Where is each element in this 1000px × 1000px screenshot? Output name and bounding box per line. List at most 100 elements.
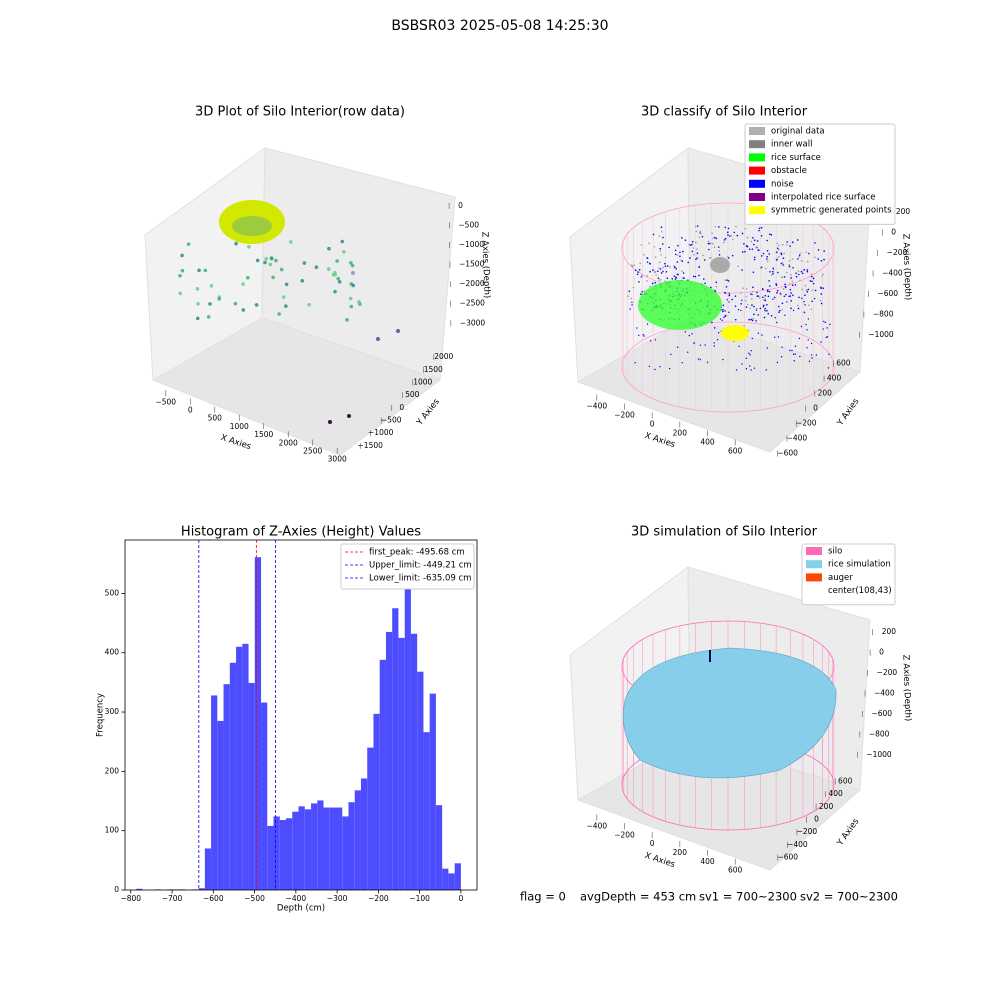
z-tick-label: −400	[882, 268, 903, 277]
decor-point	[206, 315, 211, 319]
decor-point	[822, 287, 825, 289]
decor-point	[810, 273, 813, 275]
decor-point	[233, 301, 238, 306]
decor-point	[803, 300, 805, 303]
y-tick-label: 400	[828, 789, 843, 798]
decor-point	[693, 342, 695, 344]
z-axis-label: Z Axies (Depth)	[900, 655, 912, 722]
decor-point	[784, 314, 786, 316]
decor-point	[241, 282, 245, 286]
decor-point	[677, 244, 679, 247]
decor-point	[234, 241, 238, 246]
decor-point	[741, 299, 743, 302]
decor-point	[756, 240, 759, 242]
decor-point	[662, 270, 664, 273]
bar	[292, 811, 299, 890]
decor-point	[751, 298, 753, 300]
decor-point	[376, 337, 380, 341]
decor-point	[793, 360, 795, 362]
decor-point	[776, 242, 779, 245]
decor-point	[749, 307, 751, 309]
decor-point	[792, 353, 795, 356]
decor-point	[271, 275, 275, 280]
decor-point	[696, 252, 699, 255]
legend-label: Lower_limit: -635.09 cm	[369, 574, 471, 584]
decor-point	[805, 289, 808, 291]
decor-point	[689, 257, 691, 259]
decor-point	[728, 293, 731, 295]
decor-point	[762, 288, 764, 291]
legend-label: Upper_limit: -449.21 cm	[369, 561, 472, 571]
decor-point	[638, 269, 641, 271]
decor-point	[681, 237, 683, 239]
decor-point	[658, 279, 661, 281]
decor-point	[741, 269, 743, 271]
decor-point	[649, 270, 651, 273]
decor-point	[795, 272, 797, 275]
decor-point	[659, 366, 661, 368]
decor-point	[710, 256, 712, 259]
decor-point	[751, 319, 754, 322]
decor-point	[780, 293, 782, 296]
decor-point	[326, 267, 331, 271]
decor-point	[812, 282, 815, 285]
decor-point	[814, 289, 817, 292]
x-tick-label: 200	[673, 429, 688, 438]
decor-point	[817, 258, 820, 260]
decor-point	[801, 272, 804, 275]
decor-point	[803, 311, 806, 314]
decor-point	[217, 297, 221, 301]
decor-point	[776, 292, 778, 294]
bar	[311, 803, 318, 890]
bar	[223, 684, 230, 890]
decor-point	[726, 231, 729, 234]
decor-point	[208, 302, 212, 306]
decor-point	[636, 273, 639, 276]
decor-point	[658, 267, 660, 270]
decor-point	[753, 313, 755, 316]
decor-point	[713, 246, 716, 248]
decor-point	[785, 293, 787, 296]
bar	[317, 800, 324, 890]
decor-point	[780, 356, 783, 358]
y-axis-label: Frequency	[96, 693, 106, 737]
decor-point	[646, 323, 649, 325]
x-tick-label: −100	[409, 894, 430, 903]
z-axis-label: Z Axies (Depth)	[479, 232, 491, 299]
decor-point	[688, 243, 690, 246]
decor-point	[796, 258, 799, 260]
decor-point	[821, 275, 823, 277]
decor-point	[764, 298, 766, 300]
decor-point	[706, 361, 709, 363]
decor-point	[782, 288, 785, 290]
decor-point	[696, 225, 699, 227]
z-tick-label: −1000	[868, 330, 894, 339]
decor-point	[772, 298, 774, 300]
decor-point	[751, 337, 754, 340]
bar	[286, 818, 293, 890]
decor-point	[758, 227, 761, 230]
decor-point	[718, 250, 721, 252]
decor-point	[711, 232, 713, 234]
decor-point	[775, 251, 778, 253]
decor-point	[692, 247, 694, 249]
decor-point	[745, 368, 748, 370]
bar	[229, 662, 237, 890]
decor-point	[764, 307, 766, 310]
y-tick-label: −500	[381, 416, 402, 425]
decor-point	[631, 304, 633, 306]
decor-point	[740, 303, 742, 305]
decor-point	[753, 256, 756, 259]
decor-point	[820, 341, 822, 343]
decor-point	[197, 268, 201, 273]
z-tick-label: −200	[887, 248, 908, 257]
decor-point	[674, 253, 677, 256]
bar	[342, 816, 349, 890]
decor-point	[763, 316, 766, 319]
decor-point	[717, 246, 720, 248]
decor-point	[788, 295, 791, 298]
decor-point	[826, 327, 828, 329]
decor-point	[658, 261, 661, 264]
y-tick-label: −600	[777, 853, 798, 862]
decor-point	[707, 242, 710, 245]
